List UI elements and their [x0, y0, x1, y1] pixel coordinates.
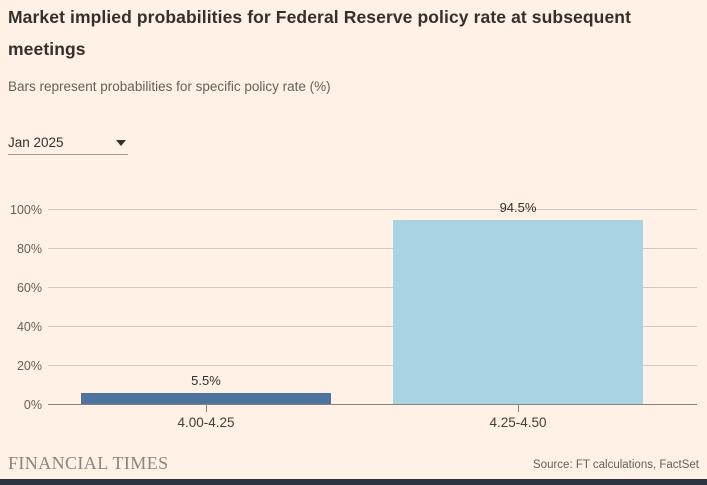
y-tick-label: 0% [23, 397, 42, 412]
bar-4.00-4.25 [81, 393, 331, 404]
y-tick-label: 20% [16, 358, 42, 373]
meeting-select-value: Jan 2025 [8, 135, 64, 150]
x-category-label: 4.00-4.25 [177, 415, 235, 430]
x-axis-tick [206, 404, 207, 412]
gridline [48, 326, 697, 327]
gridline [48, 287, 697, 288]
x-category-label: 4.25-4.50 [489, 415, 547, 430]
gridline [48, 209, 697, 210]
meeting-select[interactable]: Jan 2025 [8, 131, 128, 155]
x-axis-tick [518, 404, 519, 412]
bar-value-label: 94.5% [499, 199, 537, 215]
ft-brand-logo: FINANCIAL TIMES [8, 453, 169, 473]
chart-subtitle: Bars represent probabilities for specifi… [8, 79, 331, 94]
chevron-down-icon [116, 139, 126, 146]
gridline [48, 365, 697, 366]
source-credit: Source: FT calculations, FactSet [533, 459, 699, 471]
bottom-edge-bar [0, 479, 707, 485]
y-tick-label: 40% [16, 319, 42, 334]
y-tick-label: 60% [16, 280, 42, 295]
y-tick-label: 80% [16, 241, 42, 256]
bar-value-label: 5.5% [191, 373, 221, 389]
bar-chart-plot-area: 0% 20% 40% 60% 80% 100% 5.5% 4.00-4.25 94.5% 4.25… [10, 200, 697, 430]
x-axis-line [48, 404, 697, 405]
bar-4.25-4.50 [393, 219, 643, 404]
chart-title: Market implied probabilities for Federal… [8, 7, 632, 59]
gridline [48, 248, 697, 249]
y-tick-label: 100% [10, 202, 42, 217]
